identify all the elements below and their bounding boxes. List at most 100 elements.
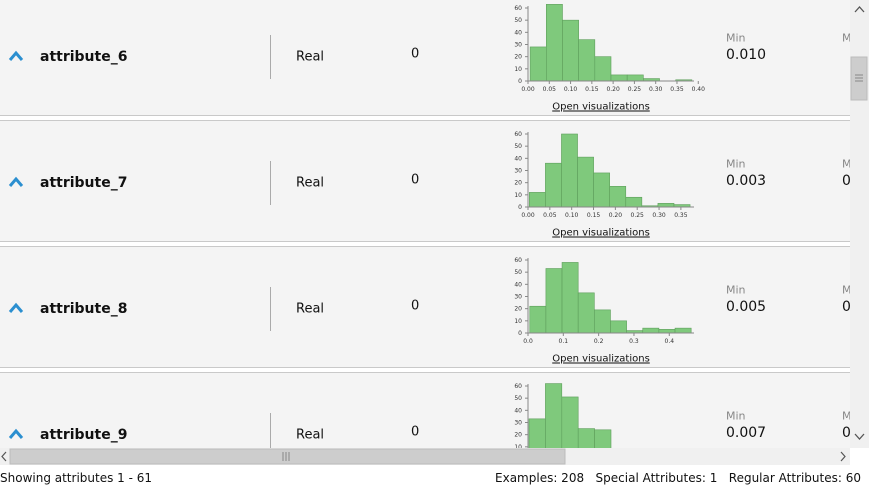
missing-count: 0 bbox=[411, 298, 420, 314]
y-tick-label: 40 bbox=[514, 407, 522, 414]
missing-count: 0 bbox=[411, 172, 420, 188]
min-label: Min bbox=[726, 409, 746, 423]
open-visualizations[interactable]: Open visualizations bbox=[552, 227, 650, 239]
attribute-type: Real bbox=[296, 175, 325, 191]
y-tick-label: 40 bbox=[514, 29, 522, 36]
histogram-bar bbox=[545, 383, 563, 448]
histogram-bar bbox=[545, 268, 563, 334]
chevron bbox=[8, 428, 24, 439]
expand-icon bbox=[8, 302, 24, 313]
x-tick-label: 0.15 bbox=[585, 86, 599, 93]
x-tick-label: 0.25 bbox=[631, 212, 645, 219]
x-tick-label: 0.3 bbox=[629, 338, 639, 345]
x-tick-label: 0.2 bbox=[594, 338, 604, 345]
histogram-bar bbox=[625, 196, 643, 208]
y-tick-label: 20 bbox=[514, 306, 522, 313]
regular-attributes: Regular Attributes: 60 bbox=[728, 471, 861, 485]
missing-count: 0 bbox=[411, 424, 420, 440]
examples: Examples: 208 bbox=[495, 471, 585, 485]
histogram-bar bbox=[594, 56, 612, 82]
status-right: Examples: 208 Special Attributes: 1 Regu… bbox=[495, 471, 861, 485]
x-tick-label: 0.25 bbox=[628, 86, 642, 93]
y-tick-label: 60 bbox=[514, 131, 522, 138]
x-tick-label: 0.0 bbox=[523, 338, 533, 345]
x-tick-label: 0.10 bbox=[564, 86, 578, 93]
min-value: 0.007 bbox=[726, 425, 767, 441]
x-tick-label: 0.30 bbox=[649, 86, 663, 93]
histogram-bar bbox=[561, 133, 578, 208]
missing-count: 0 bbox=[411, 46, 420, 62]
chevron bbox=[8, 176, 24, 187]
y-tick-label: 0 bbox=[518, 204, 522, 211]
y-tick-label: 40 bbox=[514, 155, 522, 162]
y-tick-label: 50 bbox=[514, 395, 522, 402]
open-visualizations[interactable]: Open visualizations bbox=[552, 353, 650, 365]
y-tick-label: 20 bbox=[514, 432, 522, 439]
x-tick-label: 0.00 bbox=[521, 212, 535, 219]
min-label: Min bbox=[726, 283, 746, 297]
histogram-bar bbox=[529, 305, 547, 334]
next-label: M bbox=[842, 157, 850, 171]
expand-icon bbox=[8, 176, 24, 187]
histogram-bar bbox=[529, 192, 546, 208]
min-value: 0.010 bbox=[726, 47, 767, 63]
x-tick-label: 0.10 bbox=[565, 212, 579, 219]
next-label: M bbox=[842, 31, 850, 45]
y-tick-label: 50 bbox=[514, 269, 522, 276]
y-tick-label: 20 bbox=[514, 180, 522, 187]
next-value: 0 bbox=[842, 299, 850, 315]
expand-icon bbox=[8, 428, 24, 439]
y-tick-label: 10 bbox=[514, 192, 522, 199]
histogram-bar bbox=[594, 429, 612, 448]
histogram-bar bbox=[609, 186, 627, 208]
divider bbox=[270, 287, 271, 331]
vertical-scrollbar[interactable] bbox=[850, 0, 869, 448]
x-tick-label: 0.4 bbox=[665, 338, 675, 345]
histogram-bar bbox=[642, 327, 660, 334]
y-tick-label: 10 bbox=[514, 66, 522, 73]
min-value: 0.005 bbox=[726, 299, 767, 315]
attribute-row: attribute_8 Real 0 Min 0.005 M 0 Open visualiza… bbox=[0, 246, 850, 368]
attribute-row: attribute_6 Real 0 Min 0.010 M Open visualizat… bbox=[0, 0, 850, 116]
histogram-bar bbox=[528, 418, 546, 448]
y-tick-label: 60 bbox=[514, 257, 522, 264]
min-value: 0.003 bbox=[726, 173, 767, 189]
histogram-bar bbox=[658, 329, 676, 334]
histogram-bar bbox=[610, 320, 627, 334]
attribute-type: Real bbox=[296, 427, 325, 443]
y-tick-label: 0 bbox=[518, 78, 522, 85]
x-tick-label: 0.30 bbox=[652, 212, 666, 219]
attribute-name: attribute_6 bbox=[40, 49, 128, 65]
histogram-bar bbox=[561, 396, 579, 448]
histogram-bar bbox=[626, 74, 644, 82]
histogram-bar bbox=[577, 428, 595, 448]
x-tick-label: 0.00 bbox=[521, 86, 535, 93]
histogram: 0 10 20 30 40 50 60 0.00 0.05 0.10 0.15 0.20 0.25 0.3… bbox=[514, 131, 694, 219]
x-tick-label: 0.1 bbox=[559, 338, 569, 345]
histogram-bar bbox=[577, 156, 594, 208]
chevron bbox=[8, 302, 24, 313]
x-tick-label: 0.05 bbox=[543, 86, 557, 93]
open-visualizations[interactable]: Open visualizations bbox=[552, 101, 650, 113]
divider bbox=[270, 161, 271, 205]
divider bbox=[270, 35, 271, 79]
y-tick-label: 60 bbox=[514, 5, 522, 12]
y-tick-label: 20 bbox=[514, 54, 522, 61]
histogram-bar bbox=[561, 262, 579, 334]
y-tick-label: 40 bbox=[514, 281, 522, 288]
histogram-bar bbox=[546, 4, 563, 82]
histogram-bar bbox=[578, 39, 596, 82]
y-tick-label: 30 bbox=[514, 168, 522, 175]
y-tick-label: 60 bbox=[514, 383, 522, 390]
y-tick-label: 0 bbox=[518, 330, 522, 337]
histogram-bar bbox=[610, 74, 628, 82]
histogram: 0 10 20 30 40 50 60 0.0 0.1 0.2 0.3 0.4 bbox=[514, 257, 694, 345]
histogram-bar bbox=[577, 292, 595, 334]
horizontal-scrollbar[interactable] bbox=[0, 448, 850, 465]
x-tick-label: 0.35 bbox=[674, 212, 688, 219]
min-label: Min bbox=[726, 31, 746, 45]
y-tick-label: 30 bbox=[514, 42, 522, 49]
